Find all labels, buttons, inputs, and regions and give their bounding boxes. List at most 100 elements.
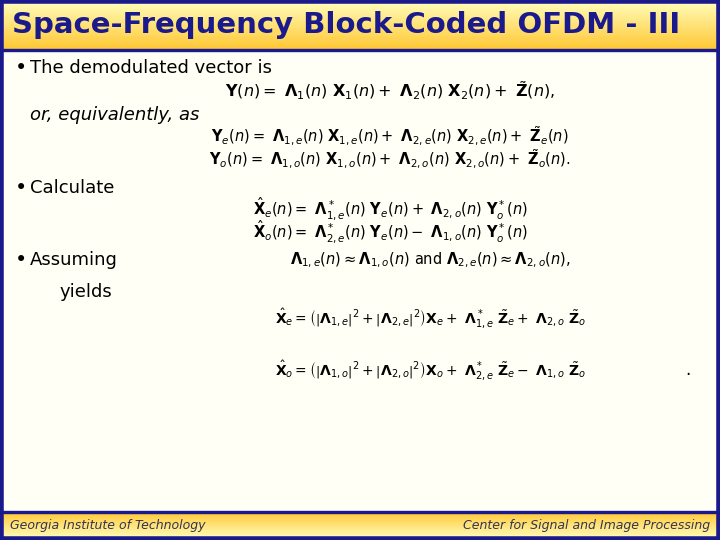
- Bar: [0, 12, 720, 13]
- Bar: [0, 35, 720, 36]
- Bar: [0, 538, 720, 539]
- Bar: [0, 529, 720, 530]
- Bar: [0, 1, 720, 2]
- Bar: [0, 37, 720, 38]
- Bar: [0, 4, 720, 5]
- Text: $\hat{\mathbf{X}}_o(n)=\ \boldsymbol{\Lambda}^*_{2,e}(n)\ \mathbf{Y}_e(n)-\ \bol: $\hat{\mathbf{X}}_o(n)=\ \boldsymbol{\La…: [253, 219, 528, 246]
- Bar: [0, 9, 720, 10]
- Bar: [0, 13, 720, 14]
- Bar: [0, 515, 720, 516]
- Bar: [0, 528, 720, 529]
- Bar: [0, 533, 720, 534]
- Bar: [0, 31, 720, 32]
- Text: $\hat{\mathbf{X}}_o=\left(\left|\boldsymbol{\Lambda}_{1,o}\right|^2+\left|\bolds: $\hat{\mathbf{X}}_o=\left(\left|\boldsym…: [274, 358, 585, 382]
- Bar: [0, 514, 720, 515]
- Bar: [0, 5, 720, 6]
- Bar: [0, 18, 720, 19]
- Text: $\boldsymbol{\Lambda}_{1,e}(n)\approx\boldsymbol{\Lambda}_{1,o}(n)\ \mathrm{and}: $\boldsymbol{\Lambda}_{1,e}(n)\approx\bo…: [289, 251, 570, 269]
- Text: yields: yields: [60, 283, 113, 301]
- Bar: [0, 24, 720, 25]
- Bar: [0, 19, 720, 20]
- Bar: [0, 0, 720, 1]
- Bar: [0, 17, 720, 18]
- Bar: [0, 47, 720, 48]
- Bar: [0, 530, 720, 531]
- Text: $\mathbf{Y}_o(n)=\ \boldsymbol{\Lambda}_{1,o}(n)\ \mathbf{X}_{1,o}(n)+\ \boldsym: $\mathbf{Y}_o(n)=\ \boldsymbol{\Lambda}_…: [210, 147, 571, 171]
- Bar: [0, 531, 720, 532]
- Bar: [0, 42, 720, 43]
- Bar: [0, 516, 720, 517]
- Bar: [0, 15, 720, 16]
- Bar: [0, 519, 720, 520]
- Bar: [0, 23, 720, 24]
- Bar: [0, 526, 720, 527]
- Bar: [0, 524, 720, 525]
- Bar: [0, 41, 720, 42]
- Text: $\mathbf{Y}(n)=\ \boldsymbol{\Lambda}_1(n)\ \mathbf{X}_1(n)+\ \boldsymbol{\Lambd: $\mathbf{Y}(n)=\ \boldsymbol{\Lambda}_1(…: [225, 80, 555, 102]
- Bar: [0, 46, 720, 47]
- Bar: [0, 521, 720, 522]
- Bar: [0, 535, 720, 536]
- Bar: [0, 26, 720, 27]
- Bar: [0, 45, 720, 46]
- Bar: [0, 32, 720, 33]
- Text: •: •: [15, 250, 27, 270]
- Bar: [0, 27, 720, 28]
- Bar: [0, 11, 720, 12]
- Bar: [0, 2, 720, 3]
- Bar: [0, 25, 720, 26]
- Bar: [0, 49, 720, 51]
- Text: The demodulated vector is: The demodulated vector is: [30, 59, 272, 77]
- Text: $\mathbf{Y}_e(n)=\ \boldsymbol{\Lambda}_{1,e}(n)\ \mathbf{X}_{1,e}(n)+\ \boldsym: $\mathbf{Y}_e(n)=\ \boldsymbol{\Lambda}_…: [211, 124, 569, 147]
- Bar: [0, 523, 720, 524]
- Text: Assuming: Assuming: [30, 251, 118, 269]
- Text: Center for Signal and Image Processing: Center for Signal and Image Processing: [463, 519, 710, 532]
- Bar: [0, 40, 720, 41]
- Bar: [0, 30, 720, 31]
- Bar: [0, 539, 720, 540]
- Text: $\hat{\mathbf{X}}_e=\left(\left|\boldsymbol{\Lambda}_{1,e}\right|^2+\left|\bolds: $\hat{\mathbf{X}}_e=\left(\left|\boldsym…: [274, 306, 585, 330]
- Bar: [0, 10, 720, 11]
- Bar: [0, 527, 720, 528]
- Text: Georgia Institute of Technology: Georgia Institute of Technology: [10, 519, 205, 532]
- Bar: [0, 520, 720, 521]
- Bar: [0, 525, 720, 526]
- Bar: [0, 513, 720, 514]
- Text: •: •: [15, 178, 27, 198]
- Bar: [0, 511, 720, 512]
- Bar: [0, 49, 720, 50]
- Bar: [0, 517, 720, 518]
- Bar: [0, 8, 720, 9]
- Text: $.$: $.$: [685, 361, 690, 379]
- Bar: [0, 48, 720, 49]
- Bar: [0, 38, 720, 39]
- Bar: [0, 20, 720, 21]
- Bar: [0, 22, 720, 23]
- Bar: [0, 39, 720, 40]
- Bar: [0, 43, 720, 44]
- Bar: [0, 29, 720, 30]
- Bar: [0, 518, 720, 519]
- Bar: [0, 6, 720, 7]
- Bar: [0, 33, 720, 34]
- Bar: [0, 16, 720, 17]
- Bar: [0, 14, 720, 15]
- Text: or, equivalently, as: or, equivalently, as: [30, 106, 199, 124]
- Text: $\hat{\mathbf{X}}_e(n)=\ \boldsymbol{\Lambda}^*_{1,e}(n)\ \mathbf{Y}_e(n)+\ \bol: $\hat{\mathbf{X}}_e(n)=\ \boldsymbol{\La…: [253, 195, 528, 222]
- Text: Calculate: Calculate: [30, 179, 114, 197]
- Bar: [0, 50, 720, 512]
- Bar: [0, 512, 720, 513]
- Text: Space-Frequency Block-Coded OFDM - III: Space-Frequency Block-Coded OFDM - III: [12, 11, 680, 39]
- Bar: [0, 7, 720, 8]
- Bar: [0, 534, 720, 535]
- Text: •: •: [15, 58, 27, 78]
- Bar: [0, 44, 720, 45]
- Bar: [0, 34, 720, 35]
- Bar: [0, 21, 720, 22]
- Bar: [0, 532, 720, 533]
- Bar: [0, 522, 720, 523]
- Bar: [0, 36, 720, 37]
- Bar: [0, 3, 720, 4]
- Bar: [0, 537, 720, 538]
- Bar: [0, 28, 720, 29]
